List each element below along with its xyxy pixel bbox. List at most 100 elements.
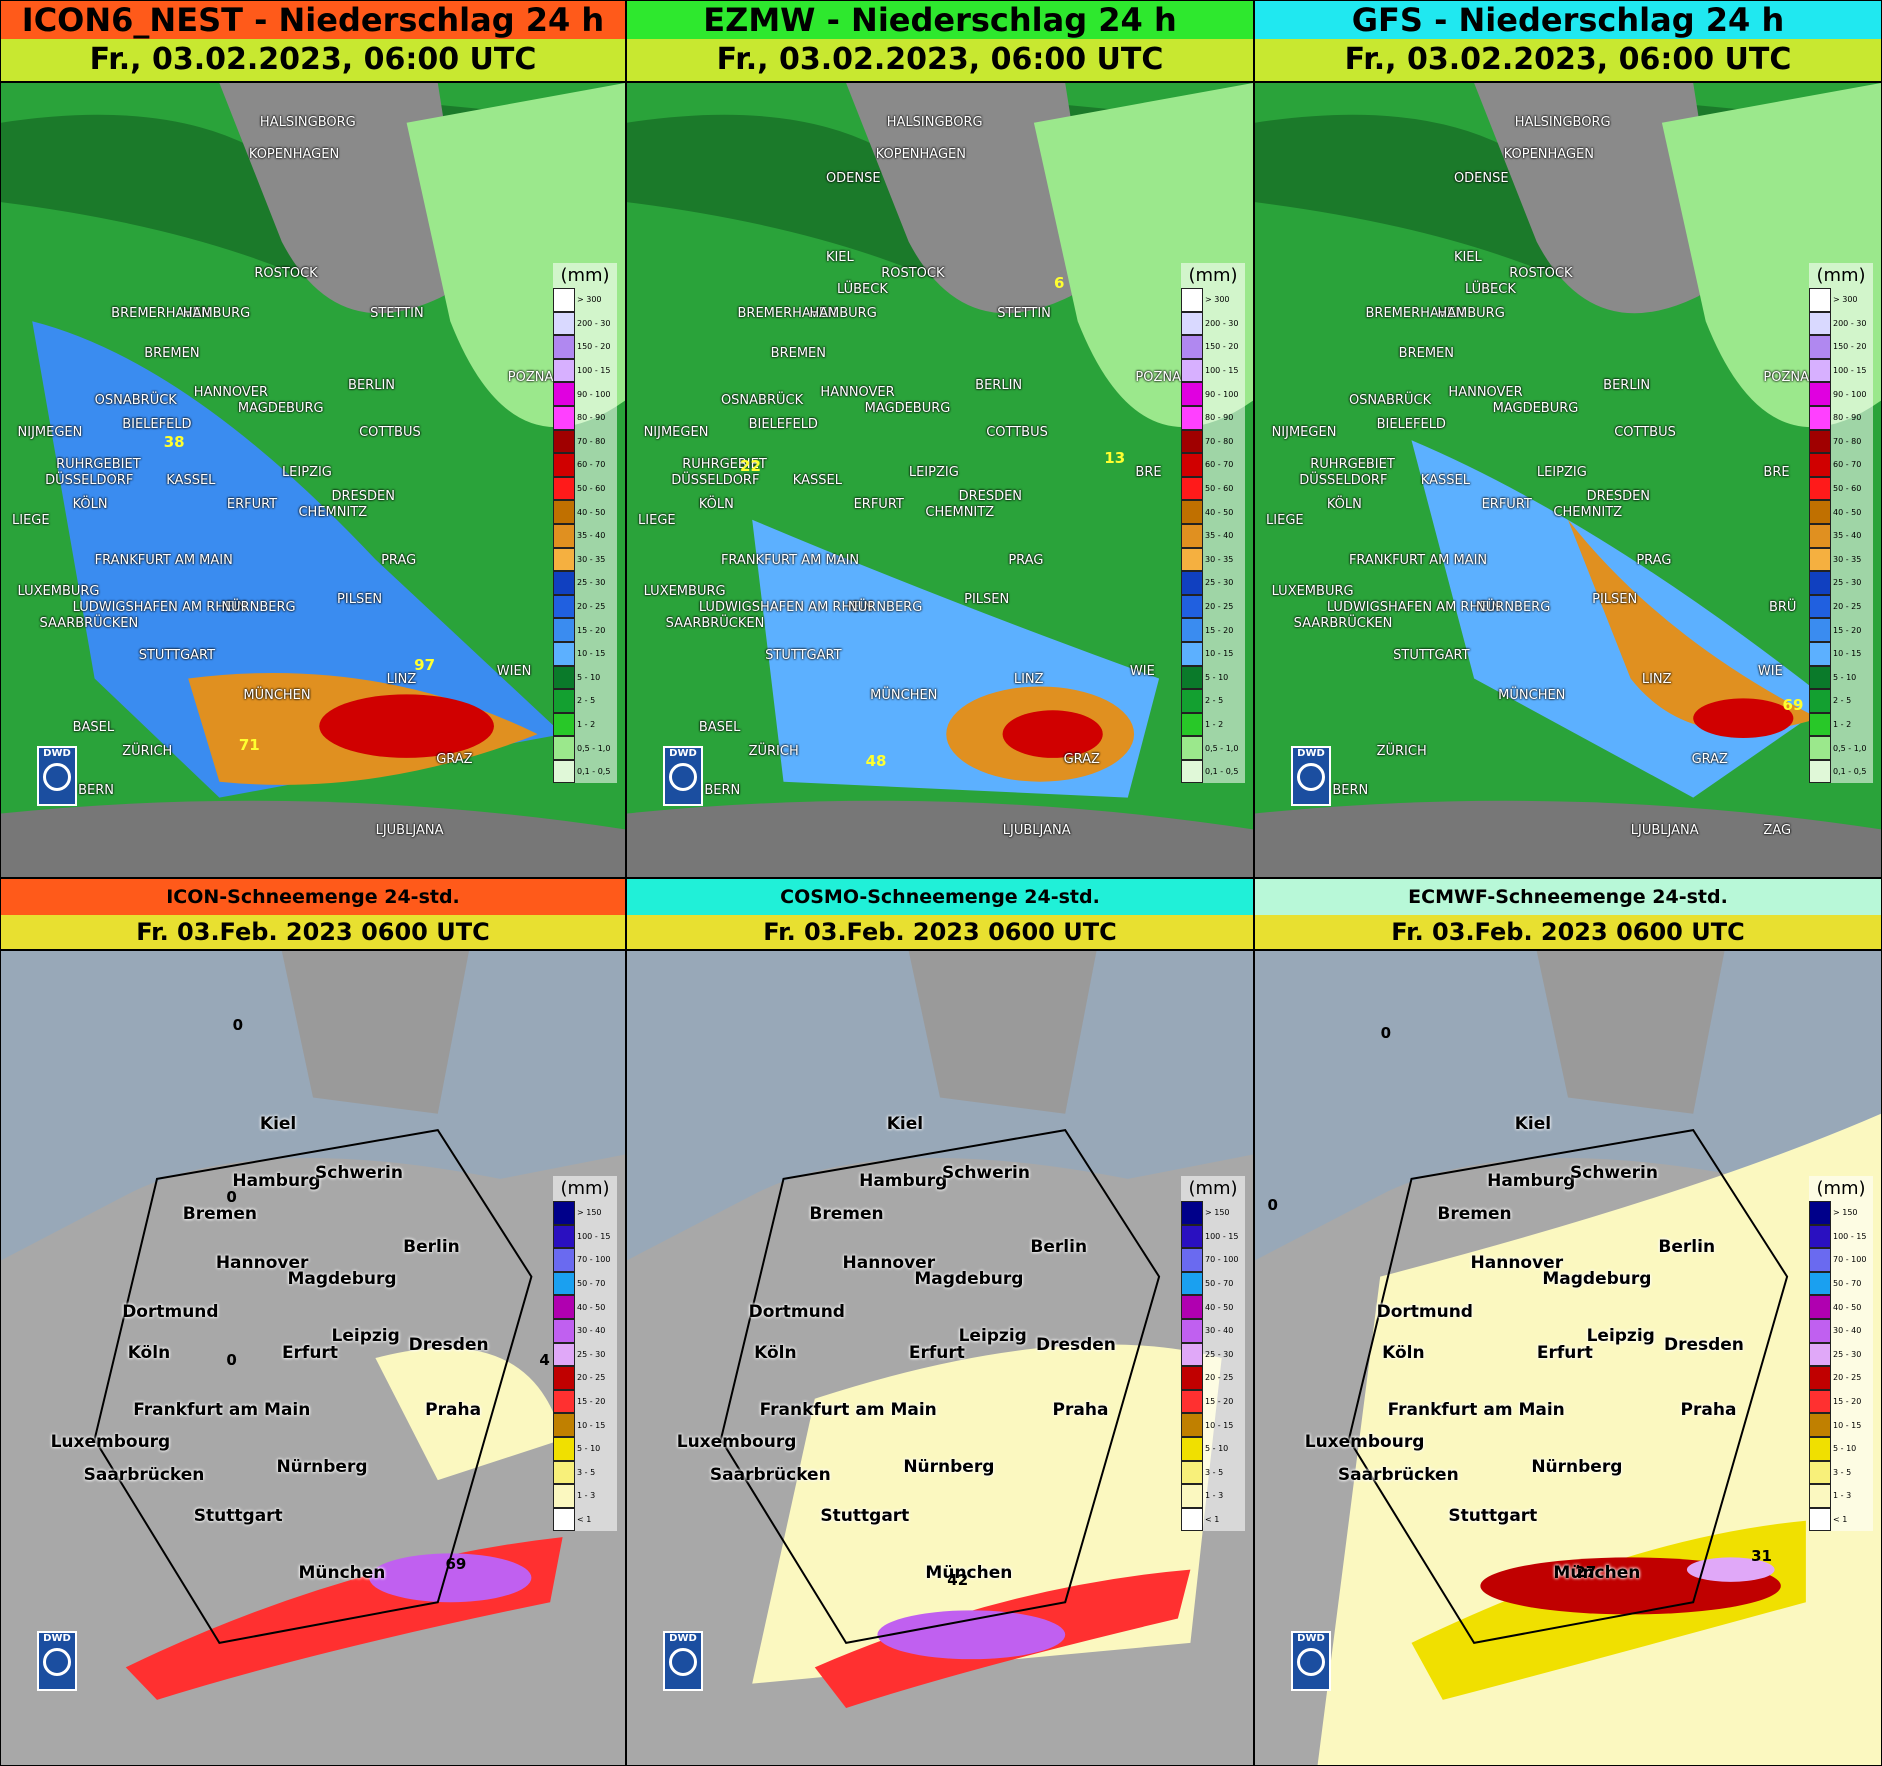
legend-entry: 20 - 25 [553,594,617,619]
city-label: Dresden [1035,1334,1116,1355]
city-label: BREMERHAVEN [111,305,211,321]
legend-entry: 30 - 35 [1809,547,1873,572]
city-label: Dresden [408,1334,489,1355]
city-label: SAARBRÜCKEN [39,616,139,632]
snow-max [1686,1557,1775,1582]
legend-swatch [1181,476,1203,501]
legend-swatch [1181,547,1203,572]
legend-label: 200 - 30 [577,318,611,328]
max-value-label: 42 [947,1571,969,1590]
city-label: PRAG [1636,552,1672,568]
legend-label: 150 - 20 [577,342,611,352]
legend-entry: 15 - 20 [1181,618,1245,642]
city-label: HALSINGBORG [1514,114,1611,130]
panel-title: ECMWF-Schneemenge 24-std. [1255,879,1881,915]
panel-title: GFS - Niederschlag 24 h [1255,1,1881,39]
legend-label: 40 - 50 [577,507,606,517]
legend-entry: 30 - 40 [1809,1318,1873,1343]
legend-label: 40 - 50 [1205,507,1234,517]
germany-border [719,1128,1161,1645]
map-canvas [627,83,1253,877]
city-label: NÜRNBERG [221,600,296,616]
legend-label: > 150 [1205,1208,1230,1218]
legend-entry: 5 - 10 [1809,665,1873,690]
legend-entry: > 300 [1181,288,1245,312]
legend-entry: 20 - 25 [1809,594,1873,619]
legend-entry: 5 - 10 [1181,665,1245,690]
dwd-logo: DWD [1291,745,1331,806]
city-label: BERN [78,783,114,799]
city-label: COTTBUS [359,425,421,441]
legend-swatch [1181,1248,1203,1272]
legend-label: 50 - 60 [1205,484,1234,494]
legend-entry: 2 - 5 [553,689,617,713]
city-label: BASEL [698,719,741,735]
alps-region [627,800,1253,877]
legend-entry: 1 - 3 [1181,1484,1245,1508]
city-label: LJUBLJANA [375,823,444,839]
legend-entry: 80 - 90 [1181,405,1245,430]
legend-entry: 50 - 60 [1809,476,1873,501]
panel-subtitle: Fr., 03.02.2023, 06:00 UTC [627,39,1253,83]
city-label: KOPENHAGEN [248,146,340,162]
city-label: Erfurt [908,1342,965,1363]
legend-entry: 50 - 70 [1181,1271,1245,1296]
city-label: BERN [704,783,741,799]
legend-label: 200 - 30 [1833,318,1867,328]
snow-max [369,1553,532,1603]
city-label: ERFURT [1481,496,1532,512]
legend-swatch [553,1484,575,1508]
legend-swatch [1181,335,1203,359]
legend-label: 80 - 90 [1833,413,1862,423]
city-label: Dresden [1663,1334,1744,1355]
city-label: Stuttgart [820,1505,910,1526]
legend-entry: 20 - 25 [1809,1366,1873,1390]
legend-swatch [553,1201,575,1225]
legend-label: 15 - 20 [1833,1397,1862,1407]
city-label: LUXEMBURG [17,584,100,600]
legend-entry: > 300 [1809,288,1873,312]
city-label: Dortmund [1376,1301,1473,1322]
map-panel-5: COSMO-Schneemenge 24-std. Fr. 03.Feb. 202… [626,878,1254,1766]
dry-region [1474,83,1725,314]
legend-swatch [553,1389,575,1414]
legend-label: 100 - 15 [1833,1231,1867,1241]
city-label: PRAG [381,552,417,568]
city-label: LUXEMBURG [643,584,726,600]
legend-entry: 15 - 20 [553,1389,617,1414]
city-label: Hannover [215,1252,309,1273]
legend-entry: 10 - 15 [1809,641,1873,666]
city-label: Berlin [403,1236,460,1257]
legend-label: 10 - 15 [1833,649,1862,659]
legend-entry: 100 - 15 [1181,1224,1245,1249]
legend-entry: 60 - 70 [553,453,617,477]
legend-label: 1 - 3 [577,1491,596,1501]
legend-entry: 10 - 15 [1181,1413,1245,1437]
legend-label: 1 - 2 [577,719,596,729]
city-label: Nürnberg [276,1456,368,1477]
legend-label: 20 - 25 [1205,1373,1234,1383]
legend-swatch [1809,571,1831,595]
legend-entry: 0,1 - 0,5 [1809,759,1873,784]
legend-entry: > 150 [1809,1201,1873,1225]
legend-label: 5 - 10 [1205,1444,1229,1454]
legend-label: 5 - 10 [577,672,601,682]
legend-entry: 25 - 30 [1809,1342,1873,1367]
city-label: LIEGE [12,512,50,528]
legend-swatch [1809,523,1831,548]
legend-swatch [1181,1436,1203,1461]
legend-entry: 40 - 50 [1809,1295,1873,1319]
legend-entry: < 1 [553,1507,617,1532]
legend-label: 100 - 15 [577,1231,611,1241]
scandinavia-region [1536,951,1725,1114]
city-label: ODENSE [825,170,881,186]
legend-entry: 1 - 2 [1809,712,1873,737]
legend-label: 15 - 20 [577,625,606,635]
city-label: CHEMNITZ [298,504,368,520]
max-value-label: 22 [740,457,761,476]
legend-swatch [1809,1201,1831,1225]
legend-entry: 3 - 5 [1809,1460,1873,1485]
legend-label: 15 - 20 [577,1397,606,1407]
panel-subtitle: Fr. 03.Feb. 2023 0600 UTC [1,915,625,951]
city-label: Hannover [1470,1252,1564,1273]
